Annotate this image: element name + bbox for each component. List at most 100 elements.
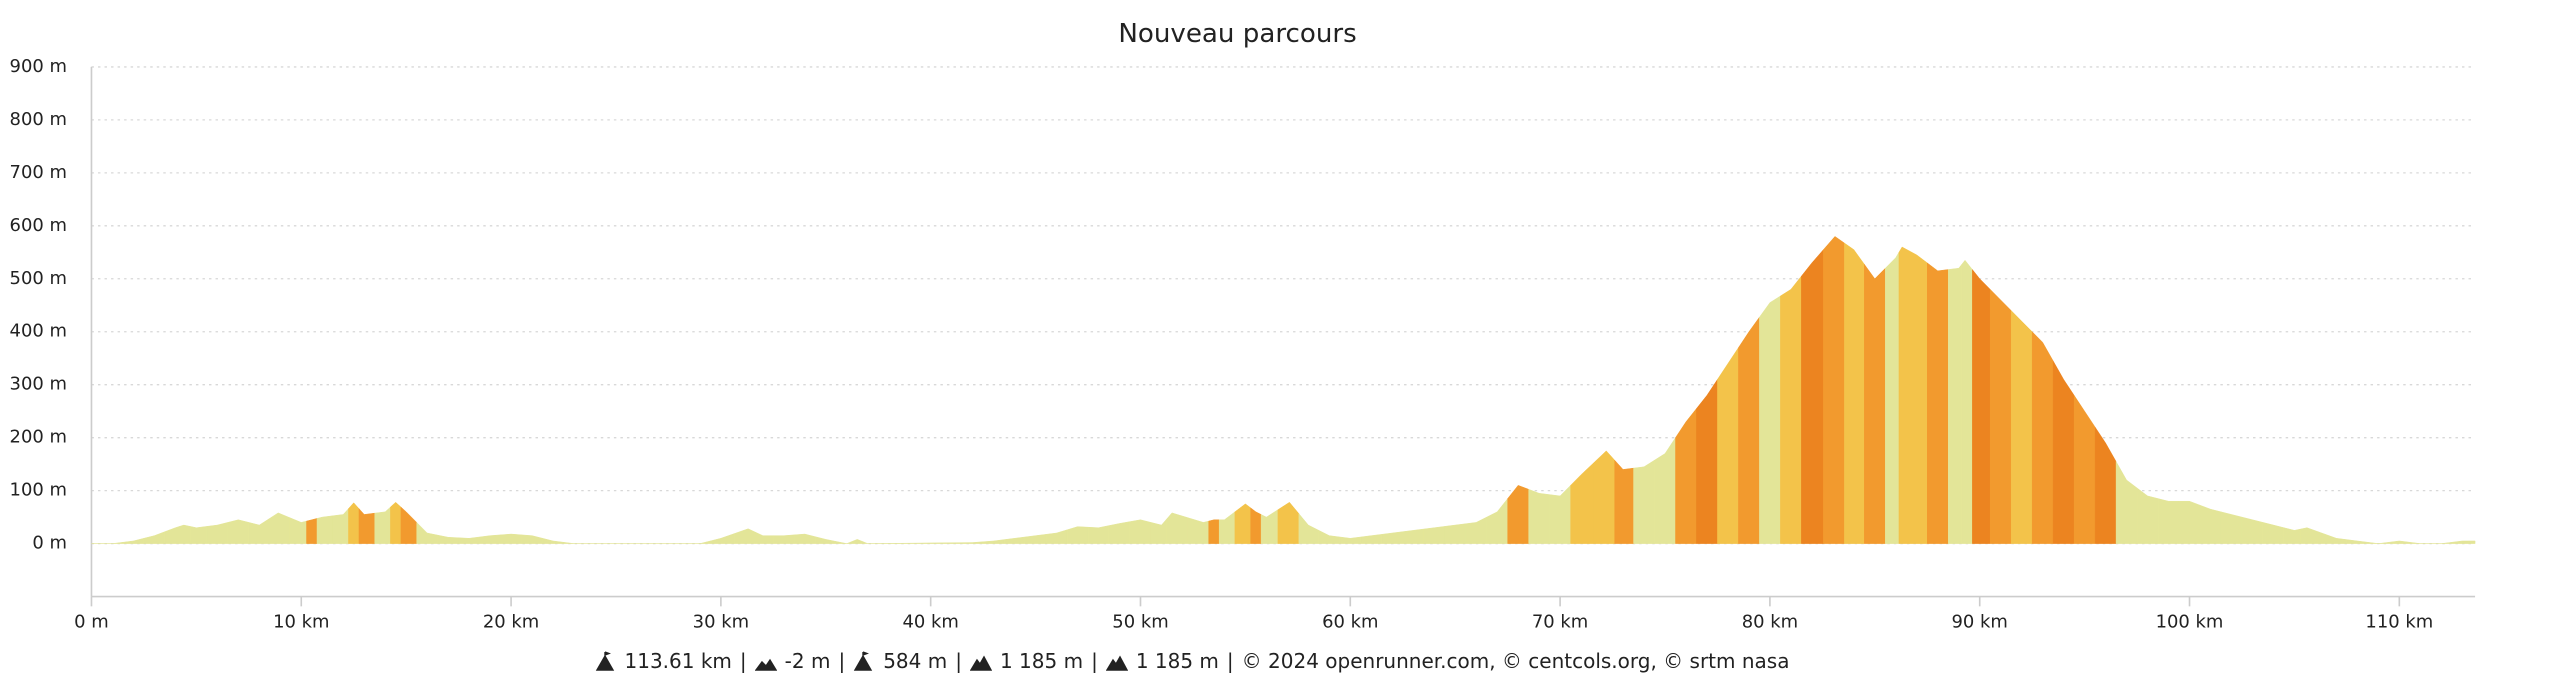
elevation-band [348,502,360,544]
elevation-band [563,541,637,544]
elevation-band [1593,450,1615,544]
x-tick-label: 50 km [1112,612,1168,633]
elevation-band [1927,262,1949,544]
x-tick-label: 20 km [483,612,539,633]
elevation-band [1444,523,1466,544]
elevation-band [1864,263,1886,544]
elevation-band [794,533,816,544]
elevation-band [1909,250,1928,544]
elevation-band [1381,531,1403,544]
elevation-band [1759,295,1781,544]
stat-icon [1105,655,1128,671]
elevation-band [1045,529,1068,544]
elevation-band [710,533,735,544]
elevation-band [332,507,349,544]
y-tick-label: 300 m [10,374,67,395]
elevation-band [227,519,250,544]
footer: 113.61 km | -2 m | 584 m | 1 185 m | 1 185 m | © 2… [0,648,2384,674]
elevation-band [164,526,180,544]
elevation-band [1024,534,1047,544]
elevation-band [2300,527,2322,544]
elevation-band [1549,484,1571,544]
stat-icon [595,651,614,671]
chart-title: Nouveau parcours [1118,19,1356,49]
elevation-band [358,507,375,544]
elevation-band [521,534,543,544]
elevation-band [1961,259,1973,544]
separator: | [1091,649,1098,673]
y-tick-label: 0 m [32,533,67,554]
elevation-band [1898,246,1910,544]
elevation-band [416,521,438,544]
elevation-band [2388,540,2411,544]
elevation-band [390,501,402,544]
y-tick-label: 700 m [10,162,67,183]
x-tick-label: 60 km [1322,612,1378,633]
elevation-band [1614,459,1634,544]
elevation-band [862,541,921,544]
y-tick-label: 900 m [10,56,67,77]
elevation-band [542,537,564,544]
credits: © 2024 openrunner.com, © centcols.org, ©… [1241,649,1790,673]
elevation-band [1087,525,1110,544]
elevation-band [1150,518,1167,544]
elevation-band [1218,511,1236,544]
elevation-band [458,536,480,544]
elevation-band [919,541,984,544]
x-tick-label: 80 km [1742,612,1798,633]
elevation-band [206,522,229,544]
x-tick-label: 70 km [1532,612,1588,633]
y-tick-label: 800 m [10,109,67,130]
elevation-band [2321,532,2348,544]
elevation-band [1823,236,1845,544]
elevation-band [1486,497,1508,544]
x-tick-label: 110 km [2365,612,2433,633]
elevation-band [101,541,124,544]
elevation-band [2409,541,2431,544]
elevation-band [1360,534,1383,544]
y-tick-label: 500 m [10,268,67,289]
elevation-band [2220,511,2243,544]
elevation-band [2157,498,2180,544]
elevation-band [1675,407,1697,544]
elevation-band [1570,462,1594,544]
stat-icon [754,658,777,671]
elevation-band [1780,275,1802,544]
elevation-band [1528,488,1550,544]
elevation-band [2451,540,2469,544]
elevation-band [122,537,145,544]
elevation-band [1696,378,1718,544]
elevation-band [1402,528,1424,544]
elevation-band [1423,526,1445,544]
separator: | [838,649,846,673]
y-tick-label: 400 m [10,321,67,342]
elevation-band [316,515,333,544]
elevation-band [289,517,307,544]
elevation-band [1844,242,1865,544]
elevation-band [179,524,191,544]
stat-value: 584 m [883,649,948,673]
stat-icon [853,651,873,671]
elevation-band [479,534,501,544]
elevation-band [2283,527,2301,544]
x-tick-label: 90 km [1952,612,2008,633]
elevation-band [2178,500,2201,544]
elevation-band [2010,309,2033,544]
elevation-band [2199,504,2222,544]
elevation-band [1801,249,1824,544]
y-tick-label: 600 m [10,215,67,236]
elevation-band [851,539,863,544]
elevation-band [1654,436,1676,544]
elevation-band [2052,359,2075,544]
stat-value: 1 185 m [1135,649,1219,673]
separator: | [1226,649,1234,673]
elevation-band [2094,426,2117,544]
x-tick-label: 100 km [2156,612,2224,633]
y-tick-label: 100 m [10,480,67,501]
elevation-band [268,512,290,544]
elevation-band [982,539,1005,544]
elevation-band [1947,263,1963,544]
stat-icon [969,655,992,671]
